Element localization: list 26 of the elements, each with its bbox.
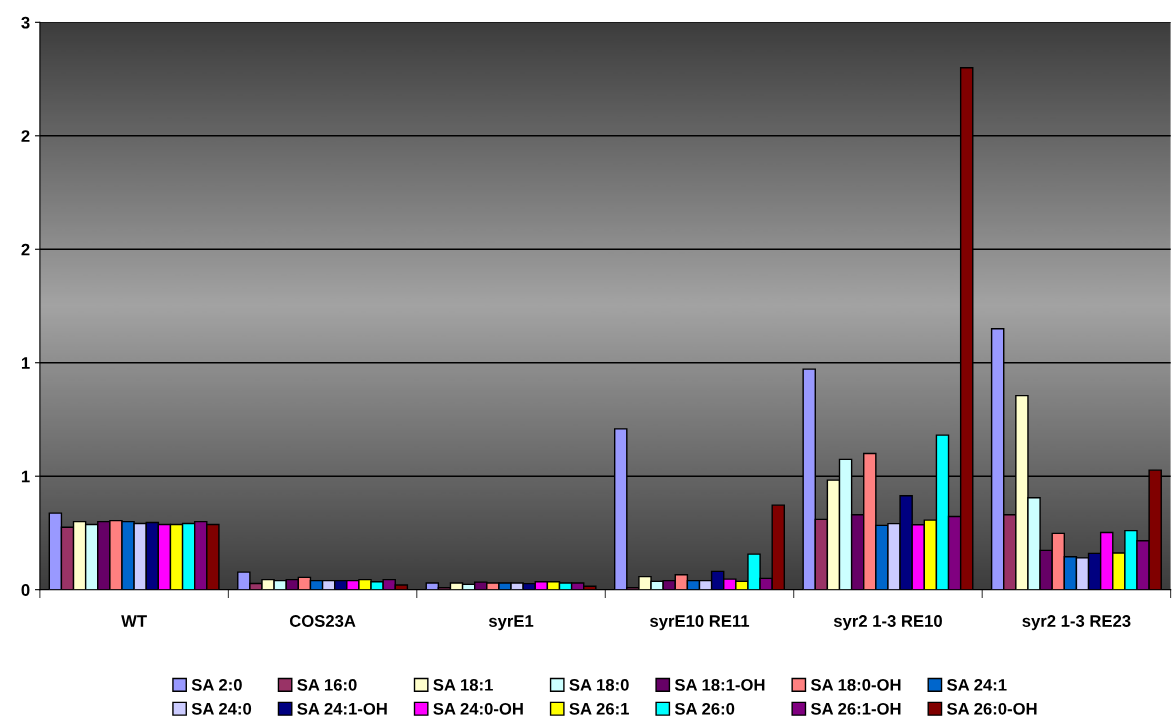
x-tick-label: syr2 1-3 RE23 [1022, 615, 1131, 631]
y-tick-label: 2 [21, 243, 30, 256]
x-tick-label: syr2 1-3 RE10 [833, 615, 942, 631]
x-tick-label: COS23A [289, 615, 356, 627]
x-tick-label: WT [121, 615, 147, 627]
y-tick-label: 2 [21, 130, 30, 142]
legend-label: SA 18:0-OH [810, 678, 901, 691]
legend-label: SA 18:1 [433, 678, 493, 691]
legend-label: SA 26:1-OH [810, 702, 901, 715]
legend-label: SA 26:0 [674, 702, 735, 715]
legend-label: SA 16:0 [297, 678, 357, 691]
y-tick-label: 1 [21, 357, 30, 369]
legend-label: SA 26:1 [569, 702, 629, 715]
legend-label: SA 26:0-OH [947, 702, 1037, 715]
y-tick-label: 0 [21, 584, 30, 596]
x-tick-label: syrE10 RE11 [650, 615, 750, 631]
legend-label: SA 2:0 [191, 678, 242, 691]
legend-label: SA 18:1-OH [674, 678, 765, 691]
legend-label: SA 18:0 [569, 678, 629, 691]
y-tick-label: 1 [21, 470, 30, 483]
legend-label: SA 24:0 [191, 702, 252, 715]
legend-label: SA 24:0-OH [433, 702, 523, 715]
legend-label: SA 24:1-OH [297, 702, 387, 715]
y-tick-label: 3 [21, 16, 30, 29]
legend-label: SA 24:1 [947, 678, 1007, 691]
x-tick-label: syrE1 [488, 615, 534, 631]
